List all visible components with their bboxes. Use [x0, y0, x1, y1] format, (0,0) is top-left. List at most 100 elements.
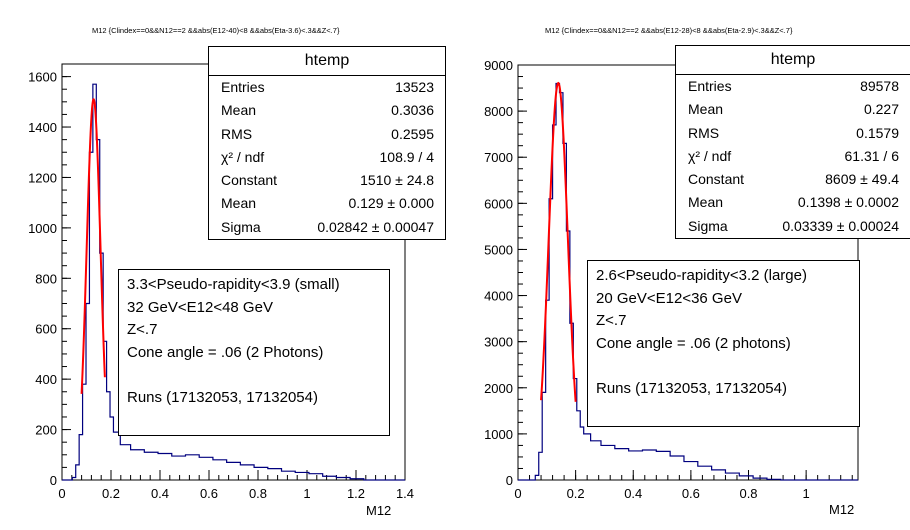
annotation-line: Z<.7 — [596, 312, 627, 329]
stats-row: Sigma 0.03339 ± 0.00024 — [676, 215, 910, 238]
stats-value: 0.1579 — [856, 124, 899, 141]
x-tick-label: 1 — [303, 486, 310, 501]
annotation-line: 32 GeV<E12<48 GeV — [127, 298, 273, 316]
gaussian-fit-curve — [80, 97, 106, 394]
y-tick-label: 0 — [506, 473, 513, 488]
stats-row: Entries 89578 — [676, 75, 910, 98]
y-tick-label: 0 — [50, 473, 57, 488]
cut-annotation: 3.3<Pseudo-rapidity<3.9 (small) 32 GeV<E… — [118, 269, 390, 436]
annotation-line: Runs (17132053, 17132054) — [127, 388, 318, 406]
annotation-line: 3.3<Pseudo-rapidity<3.9 (small) — [127, 276, 340, 293]
stats-label: Mean — [688, 194, 724, 211]
annotation-line — [127, 364, 381, 387]
stats-label: Sigma — [688, 217, 728, 234]
stats-value: 1510 ± 24.8 — [360, 172, 434, 189]
stats-row: χ² / ndf 61.31 / 6 — [676, 145, 910, 168]
chart-title: M12 {Clindex==0&&N12==2 &&abs(E12-40)<8 … — [92, 26, 340, 35]
y-tick-label: 9000 — [484, 58, 513, 73]
histogram-series — [62, 83, 405, 481]
x-tick-label: 0.2 — [567, 486, 585, 501]
stats-label: χ² / ndf — [221, 148, 265, 165]
stats-value: 108.9 / 4 — [379, 148, 435, 165]
x-tick-label: 0 — [514, 486, 521, 501]
stats-value: 0.03339 ± 0.00024 — [782, 217, 899, 234]
y-tick-label: 8000 — [484, 104, 513, 119]
y-tick-label: 6000 — [484, 196, 513, 211]
x-tick-label: 0.8 — [249, 486, 267, 501]
x-tick-label: 1.2 — [347, 486, 365, 501]
stats-row: RMS 0.1579 — [676, 122, 910, 145]
x-tick-label: 0.2 — [102, 486, 120, 501]
annotation-line: Z<.7 — [127, 321, 158, 338]
stats-label: RMS — [221, 125, 253, 142]
y-tick-label: 400 — [35, 372, 57, 387]
x-tick-label: 0.8 — [739, 486, 757, 501]
stats-row: Mean 0.1398 ± 0.0002 — [676, 191, 910, 214]
annotation-line — [596, 355, 851, 378]
stats-value: 0.2595 — [391, 125, 434, 142]
stats-value: 0.1398 ± 0.0002 — [797, 194, 899, 211]
stats-row: RMS 0.2595 — [209, 123, 445, 146]
y-tick-label: 600 — [35, 322, 57, 337]
stats-value: 0.129 ± 0.000 — [348, 195, 434, 212]
stats-label: Constant — [221, 172, 278, 189]
stats-label: Constant — [688, 171, 745, 188]
gaussian-fit-curve — [540, 81, 577, 402]
stats-value: 89578 — [860, 78, 899, 94]
stats-title: htemp — [676, 46, 910, 75]
y-tick-label: 1000 — [28, 221, 57, 236]
stats-label: Mean — [221, 195, 257, 212]
y-tick-label: 5000 — [484, 242, 513, 257]
stats-label: Mean — [688, 101, 724, 118]
stats-row: Constant 8609 ± 49.4 — [676, 168, 910, 191]
x-tick-label: 1.4 — [396, 486, 414, 501]
stats-value: 8609 ± 49.4 — [825, 171, 899, 188]
x-axis-label: M12 — [366, 503, 392, 518]
chart-left: 0 200 400 600 800 1000 1200 1400 1600 0 0.2 0.4 0.6 0… — [28, 63, 414, 501]
left-panel: 0 200 400 600 800 1000 1200 1400 1600 0 0.2 0.4 0.6 0… — [28, 26, 446, 518]
x-tick-label: 0.4 — [624, 486, 642, 501]
cut-annotation: 2.6<Pseudo-rapidity<3.2 (large) 20 GeV<E… — [587, 260, 860, 427]
stats-label: Sigma — [221, 218, 261, 235]
stats-value: 13523 — [395, 79, 434, 95]
stats-label: χ² / ndf — [688, 147, 732, 164]
annotation-line: 2.6<Pseudo-rapidity<3.2 (large) — [596, 267, 807, 284]
stats-row: χ² / ndf 108.9 / 4 — [209, 146, 445, 169]
stats-value: 0.3036 — [391, 102, 434, 119]
y-tick-label: 1400 — [28, 120, 57, 135]
stats-box: htemp Entries 13523 Mean 0.3036 RMS 0.2595 … — [208, 46, 446, 241]
stats-row: Mean 0.3036 — [209, 99, 445, 122]
annotation-line: Runs (17132053, 17132054) — [596, 379, 787, 397]
annotation-line: Cone angle = .06 (2 photons) — [596, 334, 791, 352]
stats-label: RMS — [688, 124, 720, 141]
chart-title: M12 {Clindex==0&&N12==2 &&abs(E12-28)<8 … — [545, 26, 793, 35]
stats-box: htemp Entries 89578 Mean 0.227 RMS 0.1579 χ… — [675, 45, 910, 240]
chart-right: 0 1000 2000 3000 4000 5000 6000 7000 8000 9000 0 0.… — [484, 58, 859, 501]
stats-row: Entries 13523 — [209, 76, 445, 99]
x-tick-label: 0.4 — [151, 486, 169, 501]
y-tick-label: 2000 — [484, 381, 513, 396]
annotation-line: Cone angle = .06 (2 Photons) — [127, 343, 324, 361]
stats-row: Mean 0.227 — [676, 98, 910, 121]
annotation-line: 20 GeV<E12<36 GeV — [596, 289, 742, 307]
right-panel: 0 1000 2000 3000 4000 5000 6000 7000 8000 9000 0 0.… — [455, 0, 910, 530]
x-tick-label: 0 — [58, 486, 65, 501]
x-tick-label: 0.6 — [200, 486, 218, 501]
y-tick-label: 3000 — [484, 335, 513, 350]
stats-label: Entries — [221, 79, 265, 95]
stats-row: Sigma 0.02842 ± 0.00047 — [209, 216, 445, 239]
stats-row: Mean 0.129 ± 0.000 — [209, 192, 445, 215]
x-tick-label: 1 — [803, 486, 810, 501]
stats-value: 0.227 — [863, 101, 899, 118]
stats-value: 0.02842 ± 0.00047 — [317, 218, 434, 235]
x-tick-label: 0.6 — [682, 486, 700, 501]
y-tick-label: 1000 — [484, 427, 513, 442]
y-tick-label: 7000 — [484, 150, 513, 165]
y-tick-label: 1200 — [28, 170, 57, 185]
x-axis-label: M12 — [829, 502, 855, 517]
y-tick-label: 1600 — [28, 70, 57, 85]
stats-row: Constant 1510 ± 24.8 — [209, 169, 445, 192]
stats-title: htemp — [209, 47, 445, 76]
stats-label: Mean — [221, 102, 257, 119]
stats-label: Entries — [688, 78, 732, 94]
